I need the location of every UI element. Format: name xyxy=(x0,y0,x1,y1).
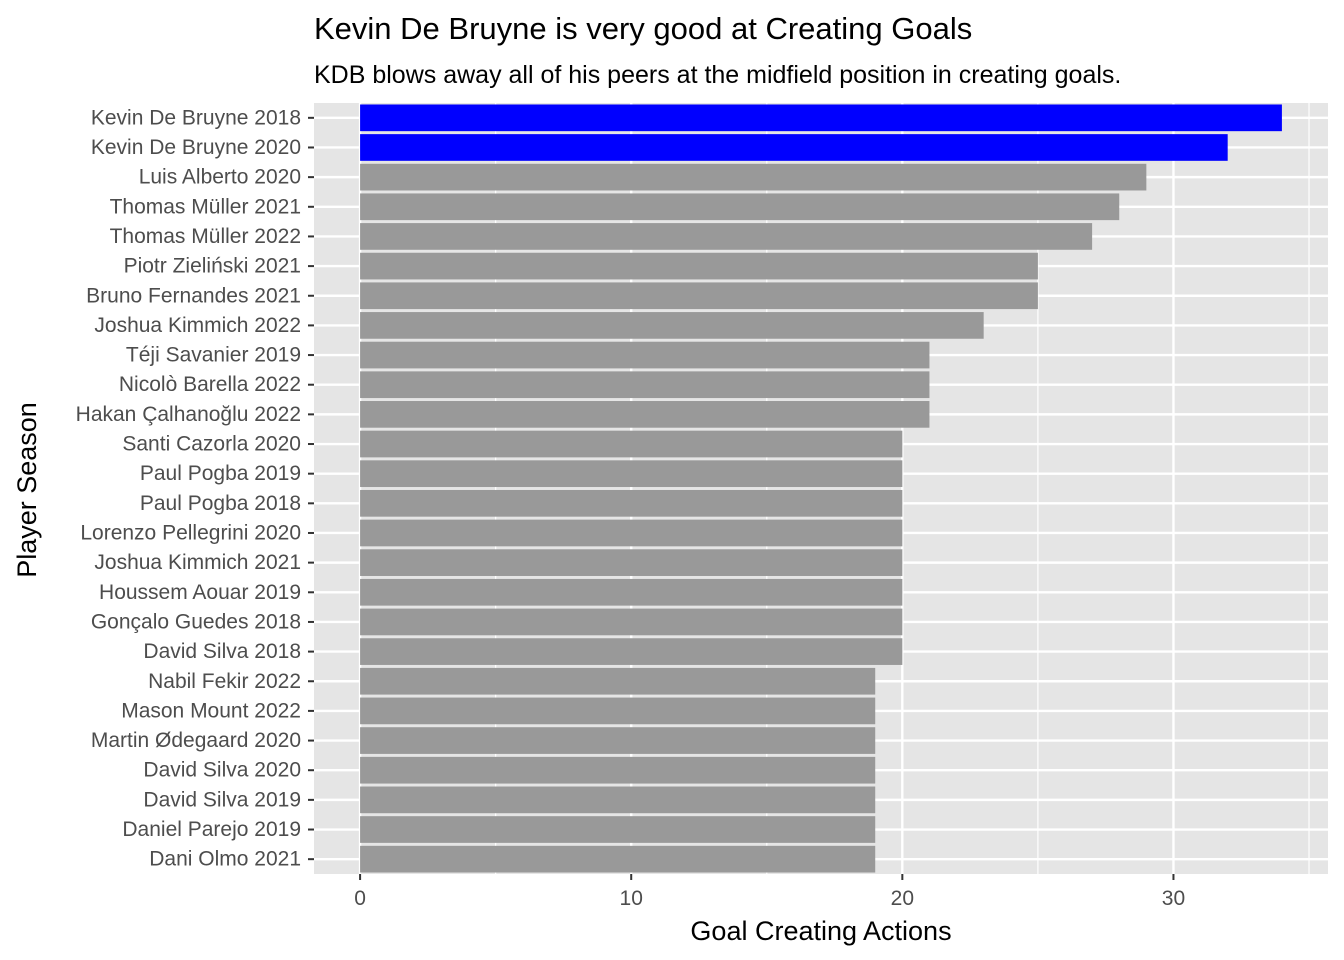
y-tick-label: Hakan Çalhanoğlu 2022 xyxy=(76,403,301,426)
bar xyxy=(360,134,1228,161)
y-tick-label: David Silva 2019 xyxy=(143,788,301,811)
y-tick-label: Téji Savanier 2019 xyxy=(126,344,301,367)
bar xyxy=(360,430,903,458)
bar xyxy=(360,608,903,636)
y-tick-label: Luis Alberto 2020 xyxy=(139,166,301,189)
x-tick-label: 10 xyxy=(620,887,643,910)
bar xyxy=(360,193,1120,221)
y-tick-label: Santi Cazorla 2020 xyxy=(122,433,301,456)
x-tick-label: 20 xyxy=(891,887,914,910)
bar xyxy=(360,252,1038,280)
bar xyxy=(360,341,930,369)
y-tick-label: David Silva 2018 xyxy=(143,640,301,663)
x-axis: 0 10 20 30 xyxy=(354,874,1185,910)
bar xyxy=(360,727,876,754)
bar xyxy=(360,697,876,725)
y-tick-label: Martin Ødegaard 2020 xyxy=(91,729,301,752)
bar xyxy=(360,401,930,428)
bar xyxy=(360,460,903,488)
x-axis-label: Goal Creating Actions xyxy=(690,916,951,946)
bars xyxy=(360,104,1282,873)
y-tick-label: Kevin De Bruyne 2018 xyxy=(91,106,301,129)
chart-subtitle: KDB blows away all of his peers at the m… xyxy=(314,61,1121,89)
y-tick-label: Nicolò Barella 2022 xyxy=(119,373,301,396)
y-axis-label: Player Season xyxy=(12,402,42,578)
bar xyxy=(360,756,876,784)
bar xyxy=(360,845,876,873)
y-tick-label: Kevin De Bruyne 2020 xyxy=(91,136,301,159)
y-tick-label: Piotr Zieliński 2021 xyxy=(124,255,301,278)
y-tick-label: Paul Pogba 2018 xyxy=(140,492,301,515)
y-axis: Kevin De Bruyne 2018 Kevin De Bruyne 2020… xyxy=(76,106,314,871)
bar xyxy=(360,489,903,517)
bar xyxy=(360,371,930,399)
y-tick-label: Paul Pogba 2019 xyxy=(140,462,301,485)
y-tick-label: Thomas Müller 2021 xyxy=(110,195,301,218)
x-tick-label: 0 xyxy=(354,887,366,910)
bar xyxy=(360,282,1038,310)
bar xyxy=(360,786,876,814)
bar xyxy=(360,638,903,665)
bar xyxy=(360,519,903,547)
bar xyxy=(360,163,1147,191)
bar xyxy=(360,667,876,695)
y-tick-label: Joshua Kimmich 2022 xyxy=(94,314,301,337)
chart-title: Kevin De Bruyne is very good at Creating… xyxy=(314,11,972,46)
bar xyxy=(360,578,903,606)
y-tick-label: David Silva 2020 xyxy=(143,759,301,782)
y-tick-label: Dani Olmo 2021 xyxy=(149,848,301,871)
y-tick-label: Joshua Kimmich 2021 xyxy=(94,551,301,574)
bar xyxy=(360,104,1282,132)
bar xyxy=(360,312,984,339)
bar xyxy=(360,816,876,843)
y-tick-label: Lorenzo Pellegrini 2020 xyxy=(80,521,301,544)
y-tick-label: Thomas Müller 2022 xyxy=(110,225,301,248)
y-tick-label: Bruno Fernandes 2021 xyxy=(86,284,301,307)
y-tick-label: Mason Mount 2022 xyxy=(121,699,301,722)
y-tick-label: Daniel Parejo 2019 xyxy=(122,818,301,841)
bar xyxy=(360,549,903,576)
y-tick-label: Gonçalo Guedes 2018 xyxy=(91,610,301,633)
y-tick-label: Houssem Aouar 2019 xyxy=(99,581,301,604)
bar xyxy=(360,223,1093,250)
x-tick-label: 30 xyxy=(1162,887,1185,910)
y-tick-label: Nabil Fekir 2022 xyxy=(148,670,301,693)
